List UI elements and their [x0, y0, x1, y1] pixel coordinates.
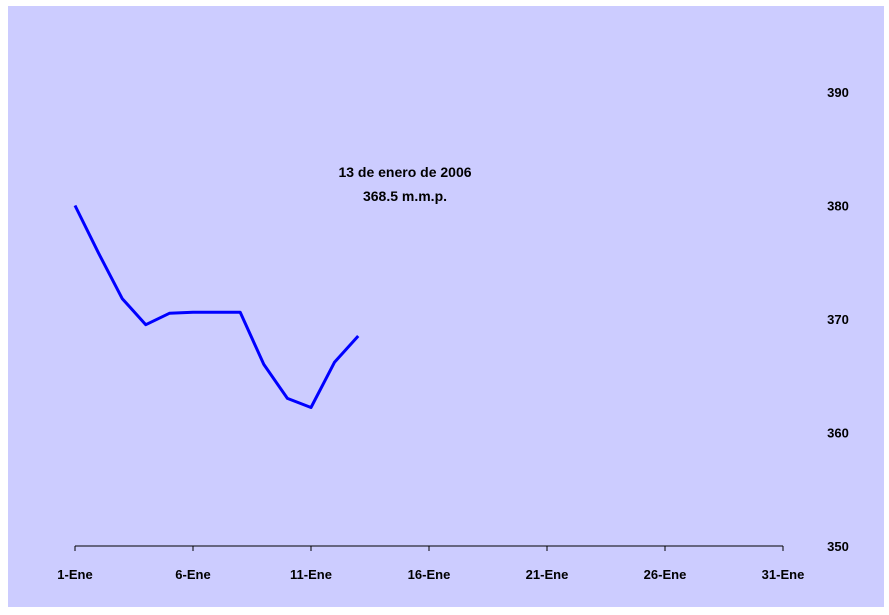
line-chart: 1-Ene 6-Ene 11-Ene 16-Ene 21-Ene 26-Ene 31-Ene…: [57, 85, 849, 582]
y-tick-label: 360: [827, 426, 849, 441]
series-layer: [73, 204, 360, 409]
x-tick-label: 31-Ene: [762, 567, 805, 582]
x-axis-tick-labels: 1-Ene 6-Ene 11-Ene 16-Ene 21-Ene 26-Ene 31-Ene: [57, 567, 804, 582]
y-tick-label: 350: [827, 539, 849, 554]
x-tick-label: 11-Ene: [290, 567, 332, 582]
x-axis-ticks: [74, 546, 784, 551]
y-tick-label: 390: [827, 85, 849, 100]
series-line: [73, 204, 360, 409]
x-tick-label: 16-Ene: [408, 567, 451, 582]
x-tick-label: 21-Ene: [526, 567, 569, 582]
annotation-date: 13 de enero de 2006: [338, 164, 471, 180]
annotation-value: 368.5 m.m.p.: [363, 188, 447, 204]
y-tick-label: 370: [827, 312, 849, 327]
x-tick-label: 26-Ene: [644, 567, 687, 582]
chart-panel: 1-Ene 6-Ene 11-Ene 16-Ene 21-Ene 26-Ene 31-Ene…: [8, 6, 884, 607]
y-axis-tick-labels: 350 360 370 380 390: [827, 85, 849, 554]
y-tick-label: 380: [827, 199, 849, 214]
x-tick-label: 1-Ene: [57, 567, 92, 582]
x-tick-label: 6-Ene: [175, 567, 210, 582]
